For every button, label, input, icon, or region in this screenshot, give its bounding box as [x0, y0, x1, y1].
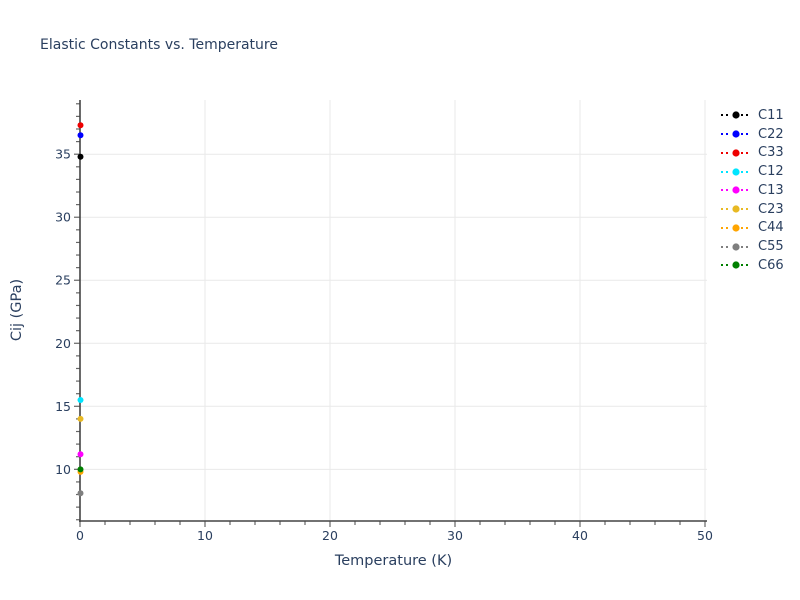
y-tick-label: 35	[55, 147, 71, 162]
legend-marker-C11	[721, 111, 751, 119]
chart-title: Elastic Constants vs. Temperature	[40, 37, 278, 53]
legend-item-C11[interactable]: C11	[720, 106, 784, 125]
x-axis-label: Temperature (K)	[334, 553, 453, 569]
legend-label-C23: C23	[758, 201, 784, 217]
x-tick-label: 10	[197, 528, 213, 543]
legend-item-C22[interactable]: C22	[720, 125, 784, 144]
legend-item-C44[interactable]: C44	[720, 219, 784, 238]
y-tick-label: 30	[55, 210, 71, 225]
legend-label-C11: C11	[758, 107, 784, 123]
data-point-C22	[77, 132, 84, 139]
legend-item-C55[interactable]: C55	[720, 237, 784, 256]
legend-label-C22: C22	[758, 126, 784, 142]
y-tick-label: 15	[55, 399, 71, 414]
legend-label-C55: C55	[758, 239, 784, 255]
y-tick-label: 20	[55, 336, 71, 351]
y-tick-label: 10	[55, 462, 71, 477]
legend-marker-C22	[721, 130, 751, 138]
legend-label-C33: C33	[758, 145, 784, 161]
legend-marker-C13	[721, 186, 751, 194]
legend-item-C23[interactable]: C23	[720, 200, 784, 219]
legend-label-C13: C13	[758, 182, 784, 198]
data-point-C55	[77, 490, 84, 497]
x-tick-label: 0	[76, 528, 84, 543]
legend-label-C66: C66	[758, 257, 784, 273]
legend-item-C66[interactable]: C66	[720, 256, 784, 275]
legend-label-C44: C44	[758, 220, 784, 236]
x-tick-label: 20	[322, 528, 338, 543]
legend-label-C12: C12	[758, 164, 784, 180]
data-point-C12	[77, 396, 84, 403]
data-point-C33	[77, 122, 84, 129]
data-point-C66	[77, 466, 84, 473]
legend-marker-C12	[721, 168, 751, 176]
legend-item-C13[interactable]: C13	[720, 181, 784, 200]
legend-item-C12[interactable]: C12	[720, 162, 784, 181]
legend-item-C33[interactable]: C33	[720, 144, 784, 163]
data-point-C13	[77, 451, 84, 458]
legend-marker-C55	[721, 243, 751, 251]
y-tick-label: 25	[55, 273, 71, 288]
data-point-C11	[77, 153, 84, 160]
legend-marker-C23	[721, 205, 751, 213]
legend: C11 C22 C33 C12 C13 C23 C44 C55 C66	[720, 106, 784, 275]
x-tick-label: 30	[447, 528, 463, 543]
x-tick-label: 50	[697, 528, 713, 543]
legend-marker-C44	[721, 224, 751, 232]
y-axis-label: Cij (GPa)	[9, 278, 25, 342]
data-point-C23	[77, 415, 84, 422]
legend-marker-C66	[721, 261, 751, 269]
legend-marker-C33	[721, 149, 751, 157]
x-tick-label: 40	[572, 528, 588, 543]
